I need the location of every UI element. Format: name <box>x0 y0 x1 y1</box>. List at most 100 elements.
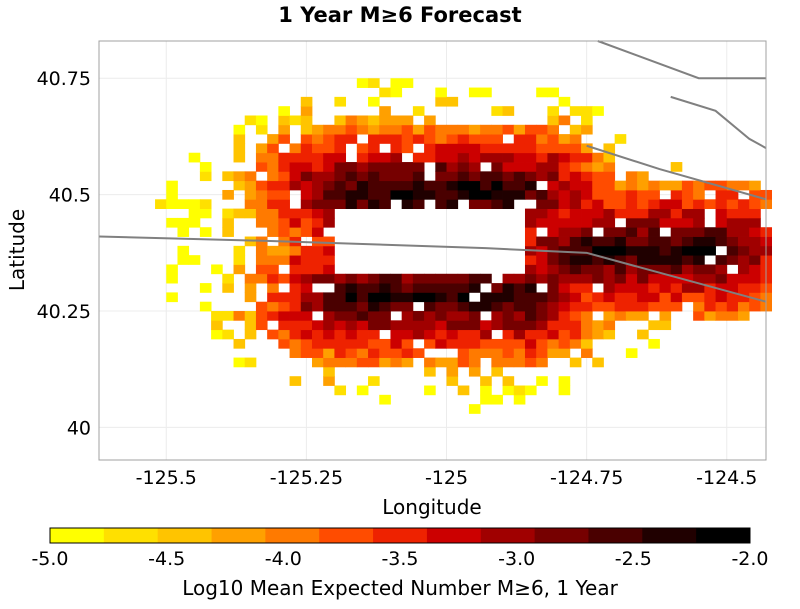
heatmap-cell <box>569 124 582 135</box>
heatmap-cell <box>244 320 257 331</box>
heatmap-cell <box>502 292 515 303</box>
heatmap-cell <box>267 208 279 219</box>
heatmap-cell <box>592 292 604 303</box>
heatmap-cell <box>412 106 425 116</box>
heatmap-cell <box>446 124 459 135</box>
heatmap-cell <box>693 311 705 321</box>
heatmap-cell <box>255 180 268 191</box>
heatmap-cell <box>255 320 268 331</box>
heatmap-cell <box>581 115 593 126</box>
heatmap-cell <box>603 245 616 256</box>
heatmap-cell <box>513 385 526 396</box>
y-axis-ticks: 40 40.25 40.5 40.75 <box>37 68 91 439</box>
heatmap-cell <box>726 301 739 312</box>
heatmap-cell <box>715 311 728 321</box>
heatmap-cell <box>468 152 481 163</box>
heatmap-cell <box>446 152 459 163</box>
heatmap-cell <box>311 124 324 135</box>
heatmap-cell <box>424 283 436 293</box>
plot-frame <box>98 40 767 461</box>
heatmap-cell <box>267 311 279 321</box>
heatmap-cell <box>670 245 683 256</box>
heatmap-cell <box>524 357 537 368</box>
heatmap-cell <box>334 180 347 191</box>
heatmap-cell <box>446 320 459 331</box>
heatmap-cell <box>637 208 649 219</box>
heatmap-cell <box>513 357 526 368</box>
x-tick-label: -124.5 <box>696 467 757 489</box>
heatmap-cell <box>603 171 616 182</box>
heatmap-cell <box>603 217 616 228</box>
heatmap-cell <box>368 162 380 172</box>
heatmap-cell <box>368 143 380 154</box>
heatmap-cell <box>457 273 470 284</box>
heatmap-cell <box>625 217 638 228</box>
heatmap-cell <box>289 329 302 340</box>
heatmap-cell <box>323 348 335 358</box>
heatmap-cell <box>569 320 582 331</box>
heatmap-cell <box>222 217 234 228</box>
heatmap-cell <box>592 245 604 256</box>
heatmap-cell <box>480 376 492 386</box>
heatmap-cell <box>311 301 324 312</box>
heatmap-cell <box>681 245 694 256</box>
heatmap-cell <box>289 283 302 293</box>
heatmap-cell <box>715 264 728 275</box>
heatmap-cell <box>704 236 716 247</box>
heatmap-cell <box>569 245 582 256</box>
heatmap-cell <box>737 273 750 284</box>
heatmap-cell <box>581 189 593 200</box>
heatmap-cell <box>581 199 593 209</box>
heatmap-cell <box>457 180 470 191</box>
heatmap-cell <box>737 199 750 209</box>
heatmap-cell <box>536 255 548 265</box>
heatmap-cell <box>704 273 716 284</box>
heatmap-cell <box>726 311 739 321</box>
heatmap-cell <box>300 96 313 107</box>
heatmap-cell <box>749 292 761 303</box>
heatmap-cell <box>536 87 548 98</box>
heatmap-cell <box>558 338 571 349</box>
heatmap-cell <box>715 199 728 209</box>
heatmap-cell <box>188 208 201 219</box>
heatmap-cell <box>558 385 571 396</box>
heatmap-cell <box>345 292 358 303</box>
y-tick-label: 40.5 <box>49 185 91 207</box>
heatmap-cell <box>468 320 481 331</box>
heatmap-cell <box>502 301 515 312</box>
colorbar-swatch <box>157 528 213 543</box>
heatmap-cell <box>558 134 571 144</box>
heatmap-cell <box>480 329 492 340</box>
heatmap-cell <box>524 180 537 191</box>
heatmap-cell <box>334 115 347 126</box>
colorbar-frame <box>49 527 751 544</box>
heatmap-cell <box>334 311 347 321</box>
heatmap-cell <box>323 143 335 154</box>
heatmap-cell <box>749 283 761 293</box>
heatmap-cell <box>513 301 526 312</box>
heatmap-cell <box>558 329 571 340</box>
heatmap-cell <box>255 255 268 265</box>
heatmap-cell <box>547 199 560 209</box>
heatmap-cell <box>345 162 358 172</box>
heatmap-cell <box>188 152 201 163</box>
heatmap-cell <box>255 264 268 275</box>
heatmap-cell <box>726 199 739 209</box>
heatmap-cell <box>255 199 268 209</box>
map-lines <box>98 40 767 303</box>
heatmap-cell <box>536 273 548 284</box>
heatmap-cell <box>356 292 369 303</box>
heatmap-cell <box>356 273 369 284</box>
heatmap-cell <box>345 180 358 191</box>
heatmap-cell <box>345 283 358 293</box>
heatmap-cell <box>726 255 739 265</box>
heatmap-cell <box>502 199 515 209</box>
heatmap-cell <box>670 180 683 191</box>
heatmap-cell <box>222 329 234 340</box>
heatmap-cell <box>368 78 380 88</box>
colorbar-swatch <box>50 528 105 543</box>
heatmap-cell <box>368 199 380 209</box>
heatmap-cell <box>468 180 481 191</box>
heatmap-cell <box>323 124 335 135</box>
heatmap-cell <box>323 320 335 331</box>
